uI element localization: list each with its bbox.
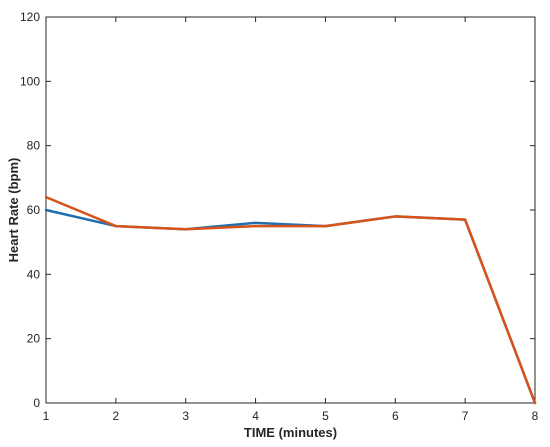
axes-frame — [45, 16, 536, 404]
y-tick-label: 120 — [20, 10, 40, 24]
x-tick-label: 2 — [113, 409, 120, 423]
x-tick-label: 7 — [462, 409, 469, 423]
y-tick-label: 0 — [33, 396, 40, 410]
y-axis-label: Heart Rate (bpm) — [6, 158, 21, 263]
x-tick-label: 8 — [532, 409, 539, 423]
y-tick-label: 100 — [20, 74, 40, 88]
x-tick-label: 5 — [322, 409, 329, 423]
x-axis: 1 2 3 4 5 6 7 8 — [43, 17, 539, 423]
y-axis: 0 20 40 60 80 100 120 — [20, 10, 535, 410]
y-tick-label: 60 — [27, 203, 41, 217]
y-tick-label: 80 — [27, 139, 41, 153]
x-tick-label: 1 — [43, 409, 50, 423]
x-axis-label: TIME (minutes) — [244, 425, 337, 440]
x-tick-label: 4 — [252, 409, 259, 423]
y-tick-label: 40 — [27, 267, 41, 281]
series-layer — [44, 195, 537, 405]
x-tick-label: 6 — [392, 409, 399, 423]
x-tick-label: 3 — [182, 409, 189, 423]
series-line-2 — [44, 195, 537, 405]
series-line-1 — [44, 208, 537, 405]
y-tick-label: 20 — [27, 332, 41, 346]
plot-area — [45, 16, 536, 404]
